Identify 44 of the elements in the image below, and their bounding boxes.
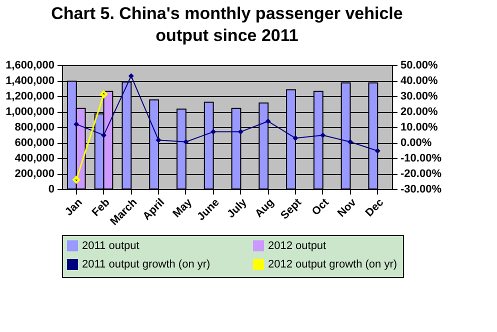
y2-tick-label: -10.00% xyxy=(400,152,442,164)
y2-tick-label: 30.00% xyxy=(400,90,438,102)
y2-tick-label: 50.00% xyxy=(400,60,438,72)
legend-label: 2012 output xyxy=(268,240,326,252)
point xyxy=(72,176,80,184)
y2-tick-label: 40.00% xyxy=(400,75,438,87)
legend-label: 2012 output growth (on yr) xyxy=(268,258,398,270)
point xyxy=(238,129,244,135)
point xyxy=(210,129,216,135)
x-tick-label: Dec xyxy=(363,196,386,220)
y2-tick-label: 10.00% xyxy=(400,122,438,134)
legend-label: 2011 output growth (on yr) xyxy=(82,258,210,270)
point xyxy=(101,132,106,138)
y-tick-label: 1,200,000 xyxy=(6,90,54,102)
point xyxy=(74,121,80,127)
point xyxy=(183,139,189,145)
point xyxy=(348,139,353,145)
point xyxy=(100,90,108,98)
x-tick-label: Feb xyxy=(90,196,112,219)
y-tick-label: 1,400,000 xyxy=(6,75,54,87)
y-tick-label: 400,000 xyxy=(14,152,54,164)
legend-label: 2011 output xyxy=(82,240,140,252)
point xyxy=(374,148,380,154)
x-tick-label: Nov xyxy=(336,196,360,220)
point xyxy=(265,118,271,124)
y-tick-label: 0 xyxy=(48,184,54,196)
y2-tick-label: -20.00% xyxy=(400,168,442,180)
x-tick-label: May xyxy=(170,196,196,220)
y2-tick-label: 0.00% xyxy=(400,137,432,149)
point xyxy=(128,73,134,79)
y-tick-label: 1,000,000 xyxy=(6,106,54,118)
y-tick-label: 1,600,000 xyxy=(6,60,54,72)
x-tick-label: July xyxy=(225,196,250,221)
x-tick-label: Oct xyxy=(310,196,332,218)
y-tick-label: 200,000 xyxy=(14,168,54,180)
x-tick-label: Jan xyxy=(62,196,86,218)
point xyxy=(320,132,326,138)
y2-tick-label: -30.00% xyxy=(400,184,442,196)
point xyxy=(292,135,298,141)
y2-tick-label: 20.00% xyxy=(400,106,438,118)
point xyxy=(156,137,162,143)
y-tick-label: 800,000 xyxy=(14,122,54,134)
chart-title: Chart 5. China's monthly passenger vehicle output since 2011 xyxy=(51,4,403,45)
y-tick-label: 600,000 xyxy=(14,137,54,149)
